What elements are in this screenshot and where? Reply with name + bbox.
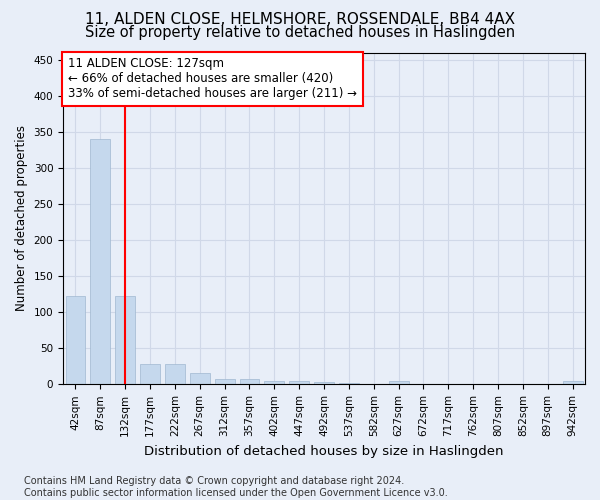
Bar: [314, 382, 334, 384]
Text: 11 ALDEN CLOSE: 127sqm
← 66% of detached houses are smaller (420)
33% of semi-de: 11 ALDEN CLOSE: 127sqm ← 66% of detached…: [68, 58, 357, 100]
Bar: [289, 382, 309, 384]
Bar: [215, 378, 235, 384]
Bar: [165, 364, 185, 384]
Bar: [563, 382, 583, 384]
Bar: [265, 380, 284, 384]
Bar: [190, 374, 209, 384]
Bar: [389, 380, 409, 384]
Bar: [339, 383, 359, 384]
Y-axis label: Number of detached properties: Number of detached properties: [15, 126, 28, 312]
Bar: [65, 296, 85, 384]
Text: Size of property relative to detached houses in Haslingden: Size of property relative to detached ho…: [85, 25, 515, 40]
Text: Contains HM Land Registry data © Crown copyright and database right 2024.
Contai: Contains HM Land Registry data © Crown c…: [24, 476, 448, 498]
Bar: [140, 364, 160, 384]
Bar: [115, 296, 135, 384]
Bar: [91, 139, 110, 384]
X-axis label: Distribution of detached houses by size in Haslingden: Distribution of detached houses by size …: [144, 444, 504, 458]
Text: 11, ALDEN CLOSE, HELMSHORE, ROSSENDALE, BB4 4AX: 11, ALDEN CLOSE, HELMSHORE, ROSSENDALE, …: [85, 12, 515, 28]
Bar: [239, 380, 259, 384]
